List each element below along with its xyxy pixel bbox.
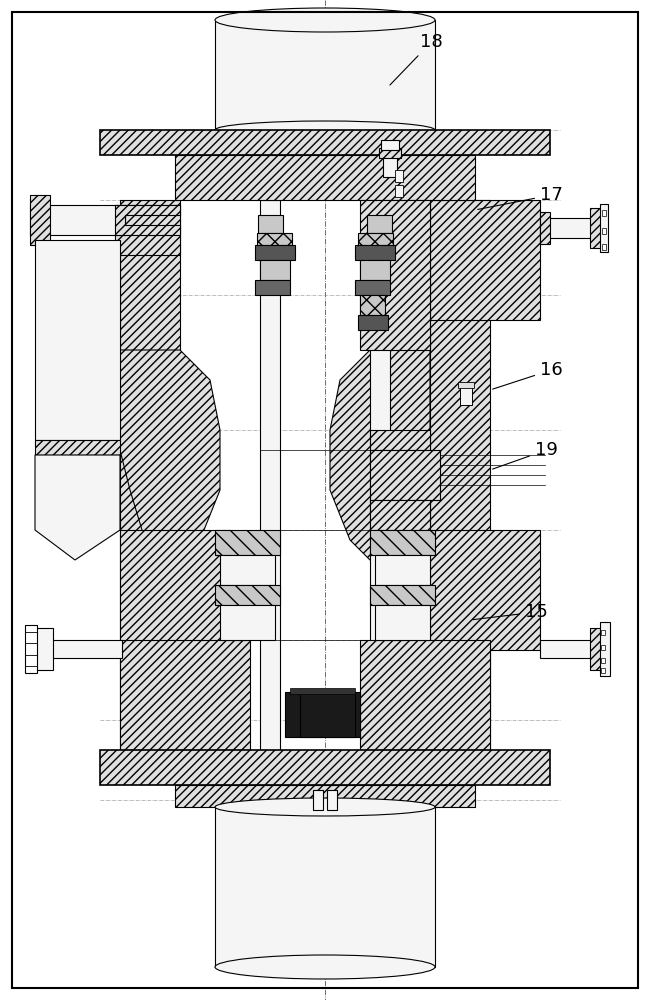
Bar	[257, 233, 292, 245]
Ellipse shape	[215, 121, 435, 139]
Bar	[35, 440, 120, 455]
Bar	[360, 640, 490, 750]
Ellipse shape	[215, 8, 435, 32]
Bar	[220, 555, 275, 585]
Bar	[313, 790, 323, 810]
Bar	[381, 140, 399, 150]
Text: 18: 18	[390, 33, 443, 85]
Ellipse shape	[215, 955, 435, 979]
Text: 15: 15	[473, 603, 548, 621]
Bar	[175, 785, 475, 807]
Bar	[360, 295, 385, 315]
Bar	[540, 640, 600, 658]
Bar	[300, 692, 355, 737]
Bar	[255, 280, 290, 295]
Bar	[395, 170, 403, 182]
Bar	[367, 215, 392, 233]
Bar	[30, 195, 50, 245]
Bar	[602, 210, 606, 216]
Bar	[601, 668, 605, 673]
Bar	[370, 450, 440, 500]
Bar	[175, 155, 475, 200]
Text: 16: 16	[493, 361, 563, 389]
Bar	[590, 208, 602, 248]
Bar	[601, 630, 605, 635]
Bar	[600, 204, 608, 252]
Bar	[355, 245, 395, 260]
Polygon shape	[330, 350, 430, 560]
Bar	[601, 645, 605, 650]
Bar	[355, 280, 390, 295]
Text: 19: 19	[493, 441, 558, 469]
Bar	[258, 215, 283, 233]
Ellipse shape	[215, 798, 435, 816]
Bar	[260, 200, 280, 800]
Bar	[602, 228, 606, 234]
Bar	[360, 200, 430, 350]
Bar	[395, 185, 403, 197]
Polygon shape	[35, 455, 120, 560]
Bar	[255, 245, 295, 260]
Bar	[370, 530, 435, 555]
Bar	[220, 605, 275, 640]
Bar	[215, 585, 280, 605]
Text: 17: 17	[478, 186, 563, 209]
Bar	[375, 605, 430, 640]
Bar	[590, 628, 604, 670]
Bar	[358, 233, 393, 245]
Bar	[30, 205, 125, 235]
Bar	[35, 240, 120, 440]
Bar	[120, 200, 180, 750]
Bar	[120, 530, 230, 650]
Bar	[115, 205, 180, 255]
Bar	[100, 130, 550, 155]
Bar	[370, 500, 430, 530]
Bar	[370, 200, 390, 800]
Bar	[358, 315, 388, 330]
Bar	[430, 200, 490, 750]
Bar	[50, 640, 122, 658]
Bar	[600, 622, 610, 676]
Bar	[215, 807, 435, 967]
Bar	[601, 658, 605, 663]
Bar	[120, 640, 250, 750]
Bar	[100, 750, 550, 785]
Bar	[379, 148, 401, 158]
Bar	[430, 530, 540, 650]
Bar	[215, 20, 435, 130]
Bar	[290, 688, 355, 694]
Bar	[35, 628, 53, 670]
Bar	[383, 155, 397, 177]
Bar	[458, 382, 474, 388]
Bar	[327, 790, 337, 810]
Bar	[602, 244, 606, 250]
Bar	[430, 200, 540, 320]
Bar	[460, 385, 472, 405]
Bar	[370, 430, 430, 450]
Bar	[540, 212, 550, 244]
Bar	[25, 625, 37, 673]
Bar	[215, 530, 280, 555]
Bar	[260, 260, 290, 280]
Bar	[375, 555, 430, 585]
Bar	[370, 585, 435, 605]
Polygon shape	[120, 350, 220, 560]
Bar	[360, 260, 390, 280]
Polygon shape	[115, 205, 180, 235]
Bar	[285, 692, 360, 737]
Bar	[540, 218, 595, 238]
